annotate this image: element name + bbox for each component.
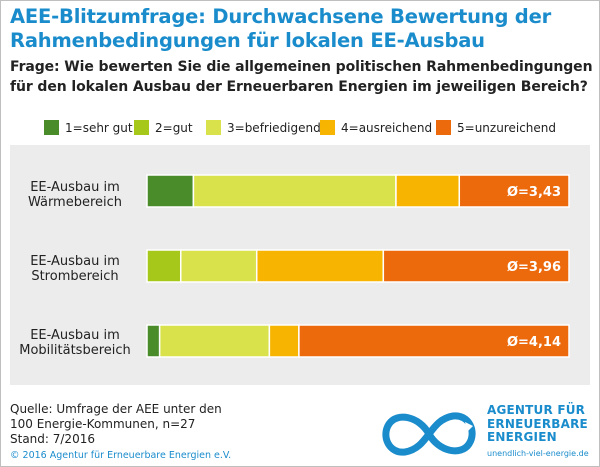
- row-label-mobilitaet-line-2: Mobilitätsbereich: [19, 343, 131, 358]
- bar-segment-row3-cat3: [158, 324, 271, 358]
- survey-question: Frage: Wie bewerten Sie die allgemeinen …: [10, 57, 595, 97]
- bar-segment-row1-cat5: [458, 174, 570, 208]
- row-label-strom: EE-Ausbau im Strombereich: [10, 254, 140, 284]
- logo-line-2: ERNEUERBARE: [487, 416, 588, 431]
- legend-label-4: 4=ausreichend: [341, 120, 433, 135]
- legend-label-5: 5=unzureichend: [457, 120, 556, 135]
- bar-segment-row1-cat3: [192, 174, 397, 208]
- row-label-strom-line-1: EE-Ausbau im: [30, 254, 120, 269]
- legend-item-2: 2=gut: [134, 120, 193, 135]
- legend-item-3: 3=befriedigend: [206, 120, 321, 135]
- row-label-waerme: EE-Ausbau im Wärmebereich: [10, 180, 140, 210]
- logo-url: unendlich-viel-energie.de: [487, 449, 589, 458]
- infinity-logo-icon: [382, 412, 476, 456]
- chart-title: AEE-Blitzumfrage: Durchwachsene Bewertun…: [10, 5, 590, 53]
- row-label-waerme-line-1: EE-Ausbau im: [30, 180, 120, 195]
- logo-line-3: ENERGIEN: [487, 430, 557, 444]
- source-line-3: Stand: 7/2016: [10, 432, 95, 446]
- legend-swatch-2: [134, 120, 149, 135]
- row-label-strom-line-2: Strombereich: [31, 269, 119, 284]
- average-label-row3: Ø=4,14: [507, 335, 561, 350]
- question-line-1: Frage: Wie bewerten Sie die allgemeinen …: [10, 59, 593, 75]
- average-label-row2: Ø=3,96: [507, 260, 561, 275]
- source-line-1: Quelle: Umfrage der AEE unter den: [10, 402, 222, 416]
- legend-swatch-4: [320, 120, 335, 135]
- legend-label-1: 1=sehr gut: [65, 120, 133, 135]
- copyright-note: © 2016 Agentur für Erneuerbare Energien …: [10, 450, 232, 461]
- bar-segment-row3-cat5: [298, 324, 570, 358]
- bar-segment-row2-cat3: [180, 249, 258, 283]
- title-line-2: Rahmenbedingungen für lokalen EE-Ausbau: [10, 29, 485, 52]
- bar-segment-row3-cat4: [268, 324, 300, 358]
- average-label-row1: Ø=3,43: [507, 185, 561, 200]
- row-label-waerme-line-2: Wärmebereich: [27, 195, 123, 210]
- legend-item-4: 4=ausreichend: [320, 120, 432, 135]
- source-note: Quelle: Umfrage der AEE unter den 100 En…: [10, 402, 290, 447]
- legend-label-2: 2=gut: [155, 120, 193, 135]
- row-label-mobilitaet: EE-Ausbau im Mobilitätsbereich: [10, 328, 140, 358]
- title-line-1: AEE-Blitzumfrage: Durchwachsene Bewertun…: [10, 5, 552, 28]
- legend-swatch-3: [206, 120, 221, 135]
- bar-segment-row2-cat2: [146, 249, 182, 283]
- bar-segment-row2-cat5: [382, 249, 570, 283]
- legend-label-3: 3=befriedigend: [227, 120, 321, 135]
- source-line-2: 100 Energie-Kommunen, n=27: [10, 417, 196, 431]
- legend-swatch-1: [44, 120, 59, 135]
- bar-segment-row1-cat4: [395, 174, 461, 208]
- chart-legend: 1=sehr gut 2=gut 3=befriedigend 4=ausrei…: [44, 120, 600, 136]
- question-line-2: für den lokalen Ausbau der Erneuerbaren …: [10, 79, 588, 95]
- legend-item-1: 1=sehr gut: [44, 120, 133, 135]
- legend-swatch-5: [436, 120, 451, 135]
- bar-segment-row3-cat1: [146, 324, 161, 358]
- logo-line-1: AGENTUR FÜR: [487, 403, 586, 417]
- legend-item-5: 5=unzureichend: [436, 120, 556, 135]
- row-label-mobilitaet-line-1: EE-Ausbau im: [30, 328, 120, 343]
- bar-segment-row2-cat4: [255, 249, 385, 283]
- bar-segment-row1-cat1: [146, 174, 195, 208]
- logo-wordmark: AGENTUR FÜR ERNEUERBARE ENERGIEN: [487, 403, 597, 445]
